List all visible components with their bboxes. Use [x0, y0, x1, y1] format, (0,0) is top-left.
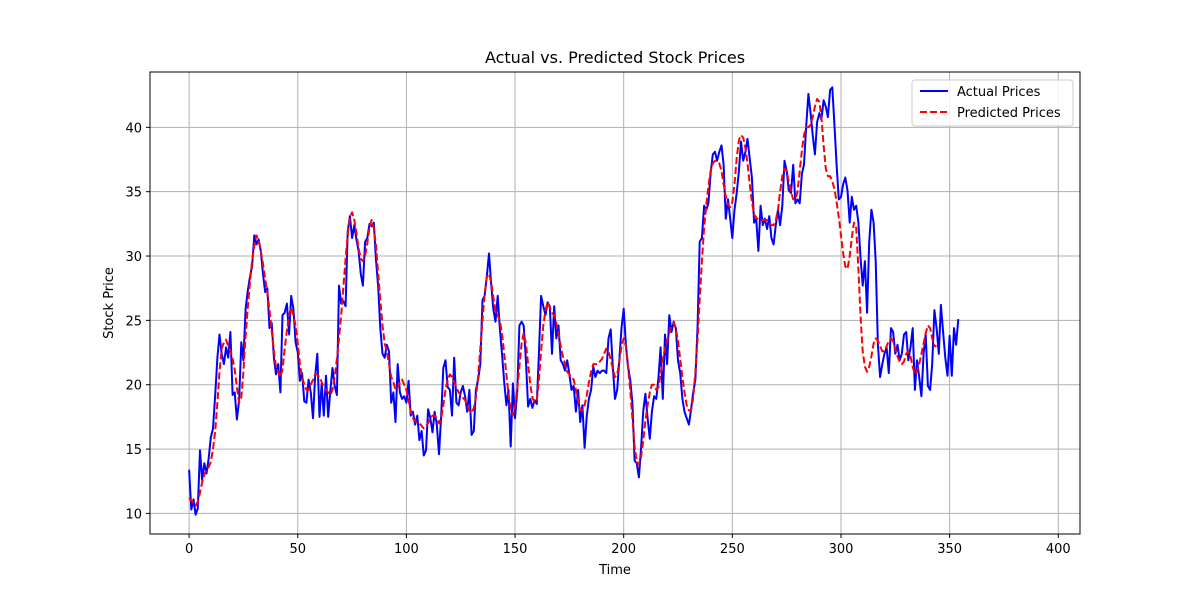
x-tick-label: 100: [394, 542, 419, 557]
legend: Actual Prices Predicted Prices: [911, 79, 1074, 127]
x-tick-label: 250: [720, 542, 745, 557]
legend-label-predicted: Predicted Prices: [957, 106, 1061, 121]
x-tick-label: 200: [611, 542, 636, 557]
x-tick-label: 400: [1046, 542, 1071, 557]
x-tick-label: 150: [503, 542, 528, 557]
series-layer: [188, 86, 960, 516]
actual-prices-line: [188, 86, 960, 516]
x-tick-label: 50: [289, 542, 306, 557]
chart-title: Actual vs. Predicted Stock Prices: [485, 48, 745, 67]
legend-label-actual: Actual Prices: [957, 85, 1041, 100]
x-tick-label: 0: [185, 542, 193, 557]
plot-frame: [149, 71, 1081, 535]
y-tick-label: 35: [125, 186, 142, 201]
y-tick-label: 15: [125, 443, 142, 458]
ticks: 0 50 100 150 200 250 300 350 400 10 15 20 25 30 35 40: [125, 121, 1070, 557]
x-tick-label: 350: [937, 542, 962, 557]
predicted-prices-line: [188, 98, 937, 507]
y-tick-label: 25: [125, 314, 142, 329]
x-tick-label: 300: [829, 542, 854, 557]
y-tick-label: 10: [125, 507, 142, 522]
y-tick-label: 40: [125, 121, 142, 136]
grid: [150, 72, 1080, 534]
y-tick-label: 30: [125, 250, 142, 265]
x-axis-label: Time: [598, 563, 631, 578]
y-tick-label: 20: [125, 379, 142, 394]
legend-box: [911, 79, 1074, 127]
y-axis-label: Stock Price: [102, 267, 117, 339]
